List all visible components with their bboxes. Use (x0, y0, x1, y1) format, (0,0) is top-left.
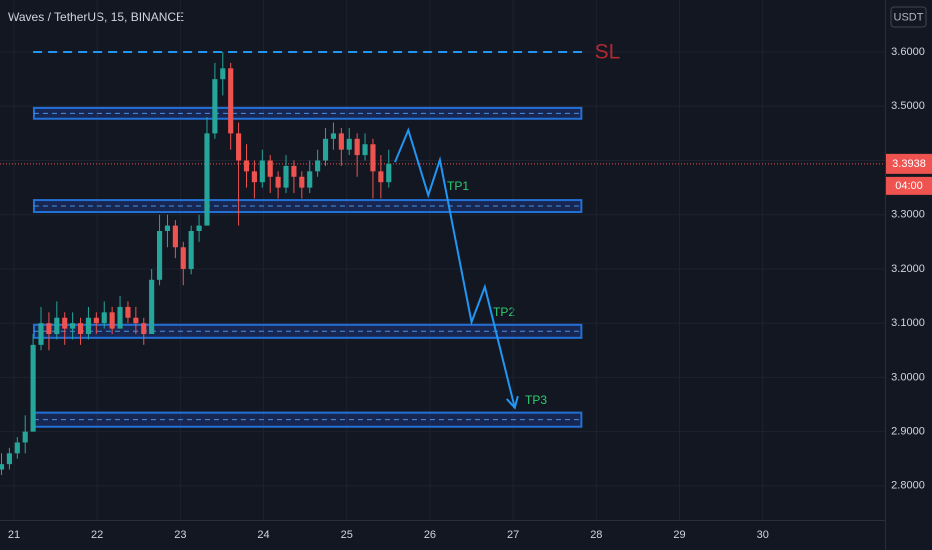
candle-body (243, 160, 250, 172)
y-tick-label: 3.1000 (891, 317, 925, 329)
currency: USDT (894, 11, 924, 23)
y-tick-label: 2.9000 (891, 426, 925, 438)
candle-body (85, 317, 92, 335)
target-label: TP2 (493, 305, 515, 319)
candle-body (109, 312, 115, 329)
candle-body (6, 453, 12, 465)
candle-body (180, 247, 186, 269)
chart-title: Waves / TetherUS, 15, BINANCE (8, 10, 184, 24)
candle-body (141, 323, 147, 335)
y-tick-label: 3.0000 (891, 371, 925, 383)
candle-body (14, 442, 20, 454)
candle-body (259, 160, 265, 183)
y-tick-label: 3.5000 (891, 100, 925, 112)
arrow-head (505, 395, 519, 410)
candle-body (149, 279, 155, 335)
candle-body (70, 323, 76, 329)
candle-body (77, 323, 84, 335)
x-tick-label: 21 (8, 529, 20, 541)
x-tick-label: 30 (757, 529, 769, 541)
candle-body (251, 171, 257, 183)
target-label: TP3 (525, 393, 547, 407)
candle-body (62, 317, 68, 329)
candle-body (164, 225, 171, 231)
y-tick-label: 3.6000 (891, 46, 925, 58)
x-tick-label: 25 (341, 529, 353, 541)
candle-body (117, 306, 123, 329)
candle-body (188, 230, 194, 269)
candle-body (38, 323, 44, 345)
x-tick-label: 26 (424, 529, 436, 541)
x-tick-label: 27 (507, 529, 519, 541)
candle-body (315, 160, 321, 172)
candle-body (346, 138, 352, 150)
candle-body (22, 431, 28, 443)
candle-body (228, 68, 234, 134)
candle-body (93, 317, 99, 324)
candle-body (307, 171, 313, 188)
last-price-label: 3.3938 (892, 158, 926, 170)
candle-body (354, 138, 360, 156)
y-tick-label: 3.3000 (891, 209, 925, 221)
candle-body (362, 144, 368, 156)
x-tick-label: 28 (590, 529, 602, 541)
candle-body (46, 323, 52, 335)
countdown-label: 04:00 (895, 180, 923, 192)
candle-body (386, 163, 392, 183)
candle-body (299, 176, 305, 188)
x-tick-label: 24 (257, 529, 269, 541)
candle-body (220, 68, 226, 80)
candle-body (125, 306, 131, 318)
candle-body (101, 312, 107, 324)
candle-body (338, 133, 344, 150)
candle-body (133, 317, 139, 324)
candle-body (267, 160, 273, 177)
countdown-badge (886, 176, 932, 195)
candle-body (30, 344, 36, 432)
candle-body (330, 133, 337, 139)
stop-loss-label: SL (595, 41, 621, 64)
y-tick-label: 3.2000 (891, 263, 925, 275)
candle-body (283, 165, 289, 188)
candle-body (204, 133, 210, 226)
candle-body (156, 230, 163, 280)
candle-body (291, 165, 297, 177)
candle-body (378, 171, 384, 183)
candle-body (172, 225, 178, 248)
target-label: TP1 (447, 179, 469, 193)
candle-body (54, 317, 60, 335)
x-tick-label: 29 (673, 529, 685, 541)
candle-body (196, 225, 202, 231)
x-tick-label: 23 (174, 529, 186, 541)
candle-body (370, 144, 376, 172)
projection-path (394, 127, 516, 408)
candle-body (236, 133, 242, 161)
last-price-badge (886, 153, 932, 174)
candle-body (0, 464, 5, 470)
y-tick-label: 2.8000 (891, 480, 925, 492)
candle-body (275, 176, 281, 188)
x-tick-label: 22 (91, 529, 103, 541)
candle-body (212, 79, 218, 134)
currency-box[interactable] (890, 6, 927, 28)
candle-body (322, 138, 329, 161)
